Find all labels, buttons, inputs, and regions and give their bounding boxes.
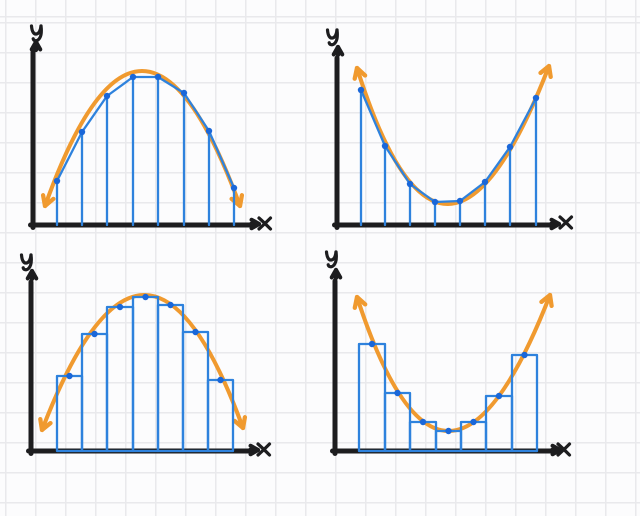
sample-point-dot <box>406 180 414 188</box>
curve-path <box>42 68 243 209</box>
sample-point-dot <box>192 328 199 336</box>
x-axis-label <box>558 215 574 230</box>
x-glyph-stroke <box>257 216 273 231</box>
midpoint-rectangles <box>55 295 235 453</box>
sample-point-dot <box>445 427 452 435</box>
riemann-rectangle <box>80 332 109 453</box>
curve-arrow-icon <box>232 415 248 431</box>
x-axis-arrow-icon <box>549 217 562 231</box>
curve-arrow-icon <box>352 294 368 310</box>
y-axis-arrow-icon <box>25 268 39 281</box>
y-axis-label <box>29 24 43 43</box>
y-axis-label <box>19 253 33 272</box>
panel-bottom-left <box>19 253 272 457</box>
sample-point-dot <box>495 392 503 400</box>
midpoint-rectangles <box>357 342 539 453</box>
function-curve <box>352 63 553 207</box>
riemann-rectangle <box>131 295 160 453</box>
sample-point-dot <box>470 418 477 426</box>
x-axis-arrow-icon <box>550 443 563 457</box>
y-glyph-stroke <box>327 28 339 47</box>
sample-point-dot <box>53 177 61 185</box>
curve-path <box>39 292 246 433</box>
curve-arrow-icon <box>38 416 53 433</box>
sample-point-dot <box>357 86 365 94</box>
sample-point-dot <box>167 301 174 309</box>
sample-point-dot <box>481 178 489 186</box>
sample-point-dot <box>230 184 238 192</box>
curve-arrow-icon <box>539 292 554 309</box>
x-glyph-stroke <box>556 442 572 457</box>
sample-point-dot <box>205 127 213 135</box>
x-glyph-stroke <box>256 442 272 457</box>
panel-bottom-right <box>324 250 572 457</box>
sample-point-dot <box>142 293 149 301</box>
stems-and-chords <box>359 88 538 227</box>
sample-point-dot <box>91 330 98 338</box>
sample-point-dot <box>116 303 124 311</box>
sample-point-dot <box>217 376 224 384</box>
x-axis-arrow-icon <box>249 217 262 231</box>
sample-point-dot <box>431 198 439 206</box>
sample-point-dot <box>154 73 162 81</box>
sample-point-dot <box>381 142 389 150</box>
x-axis-arrow-icon <box>248 443 261 457</box>
y-glyph-stroke <box>31 24 43 43</box>
x-axis-label <box>257 216 273 231</box>
sample-point-dot <box>532 94 540 102</box>
sample-point-dot <box>129 73 137 81</box>
y-axis-label <box>325 28 339 47</box>
axes <box>324 250 572 457</box>
x-axis-label <box>256 442 272 457</box>
sample-point-dot <box>456 197 464 205</box>
sample-point-dot <box>394 389 401 397</box>
sample-point-dot <box>506 143 514 151</box>
x-axis-label <box>556 442 572 457</box>
chord-polyline <box>55 75 236 190</box>
sample-point-dot <box>103 92 111 100</box>
y-axis-label <box>324 250 338 269</box>
curve-arrow-icon <box>40 193 56 209</box>
y-axis-arrow-icon <box>331 44 345 57</box>
curve-arrow-icon <box>352 65 368 81</box>
panel-top-left <box>28 24 273 231</box>
sample-point-dot <box>368 340 376 348</box>
y-axis-arrow-icon <box>329 267 343 280</box>
sample-point-dot <box>419 418 427 426</box>
stems-and-chords <box>55 75 236 227</box>
chord-polyline <box>359 88 538 204</box>
axes <box>325 28 574 231</box>
x-glyph-stroke <box>558 215 574 230</box>
panel-top-right <box>325 28 574 231</box>
curve-arrow-icon <box>538 63 553 80</box>
riemann-rectangle <box>105 305 135 453</box>
y-glyph-stroke <box>21 253 33 272</box>
function-curve <box>38 292 248 433</box>
curve-path <box>354 63 552 207</box>
sample-point-dot <box>78 128 86 136</box>
riemann-rectangle <box>156 303 185 453</box>
y-glyph-stroke <box>326 250 338 269</box>
sample-point-dot <box>66 372 73 380</box>
riemann-rectangle <box>181 330 210 453</box>
sample-point-dot <box>180 89 188 97</box>
sample-point-dot <box>521 351 528 359</box>
axes <box>28 24 273 231</box>
